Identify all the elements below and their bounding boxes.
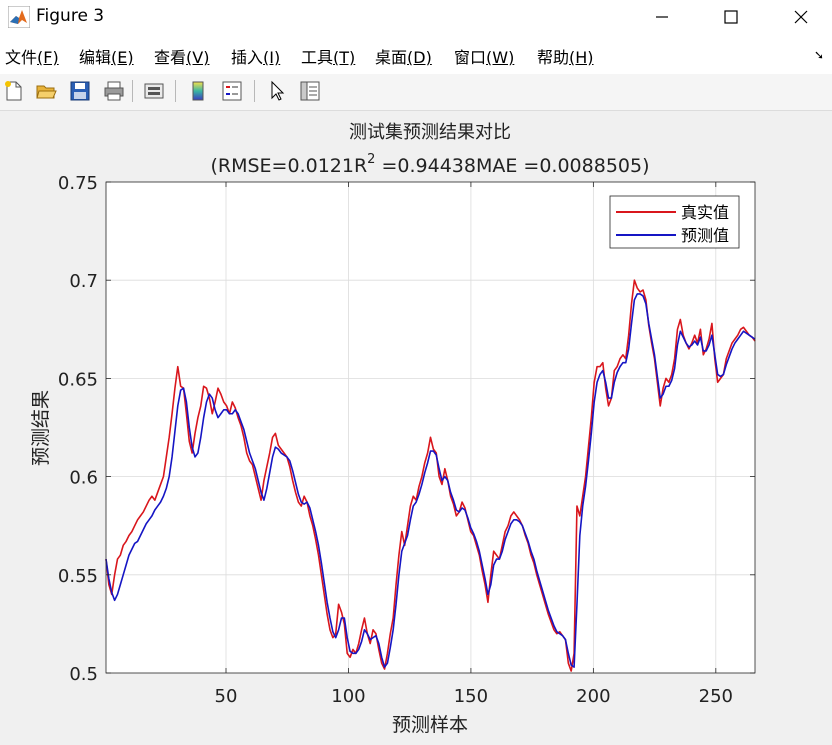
menu-window[interactable]: 窗口(W) [454,48,515,67]
print-icon [104,81,124,101]
toolbar-separator [132,80,133,102]
menu-view[interactable]: 查看(V) [154,48,210,67]
toolbar-separator [254,80,255,102]
print-button[interactable] [101,78,127,104]
y-axis-label: 预测结果 [30,390,52,466]
save-button[interactable] [67,78,93,104]
y-tick-label: 0.6 [69,468,98,489]
y-tick-label: 0.5 [69,664,98,685]
y-tick-label: 0.65 [58,369,98,390]
x-tick-label: 250 [699,686,733,707]
menu-dock-arrow-icon[interactable]: ➘ [814,48,825,62]
legend-box [609,195,740,249]
x-tick-label: 50 [215,686,238,707]
new-figure-icon [5,81,22,101]
legend-label-predicted: 预测值 [681,226,729,245]
property-editor-button[interactable] [297,78,323,104]
menu-bar [0,34,832,74]
insert-legend-icon [222,81,242,101]
maximize-button[interactable] [701,0,761,34]
chart-title: 测试集预测结果对比 [349,122,511,143]
toolbar-separator [175,80,176,102]
grid-lines [106,182,755,673]
insert-colorbar-icon [192,81,204,101]
close-icon [794,10,808,24]
y-tick-label: 0.55 [58,566,98,587]
axis-ticks: 50 100 150 200 250 0.5 0.55 0.6 0.65 0.7 0.75 [58,173,755,707]
insert-legend-button[interactable] [219,78,245,104]
link-plot-icon [144,83,164,99]
y-tick-label: 0.75 [58,173,98,194]
x-axis-label: 预测样本 [392,714,468,736]
menu-tools[interactable]: 工具(T) [301,48,356,67]
legend[interactable]: 真实值 预测值 [609,195,740,249]
y-tick-label: 0.7 [69,271,98,292]
x-tick-label: 200 [576,686,610,707]
menu-help[interactable]: 帮助(H) [537,48,594,67]
property-editor-icon [300,81,320,101]
x-tick-label: 100 [331,686,365,707]
menu-desktop[interactable]: 桌面(D) [375,48,432,67]
window-titlebar: Figure 3 [0,0,832,34]
figure-toolbar [0,74,832,111]
maximize-icon [724,10,738,24]
menu-file[interactable]: 文件(F) [5,48,59,67]
menu-edit[interactable]: 编辑(E) [79,48,134,67]
open-file-button[interactable] [33,78,59,104]
plot-area[interactable] [106,182,755,673]
insert-colorbar-button[interactable] [185,78,211,104]
series-lines [105,279,756,672]
open-folder-icon [36,85,57,99]
legend-label-actual: 真实值 [681,203,729,222]
close-button[interactable] [771,0,831,34]
menu-insert[interactable]: 插入(I) [231,48,281,67]
save-icon [70,81,90,101]
window-title: Figure 3 [36,6,105,26]
link-plot-button[interactable] [141,78,167,104]
minimize-button[interactable] [632,0,692,34]
pointer-icon [271,80,285,101]
new-figure-button[interactable] [0,78,26,104]
minimize-icon [656,16,668,18]
chart-subtitle: (RMSE=0.0121R2 =0.94438MAE =0.0088505) [210,152,649,177]
x-tick-label: 150 [454,686,488,707]
axes-box [105,181,756,674]
matlab-logo-icon [8,6,30,28]
series-line-predicted [105,293,756,668]
edit-plot-button[interactable] [264,78,290,104]
